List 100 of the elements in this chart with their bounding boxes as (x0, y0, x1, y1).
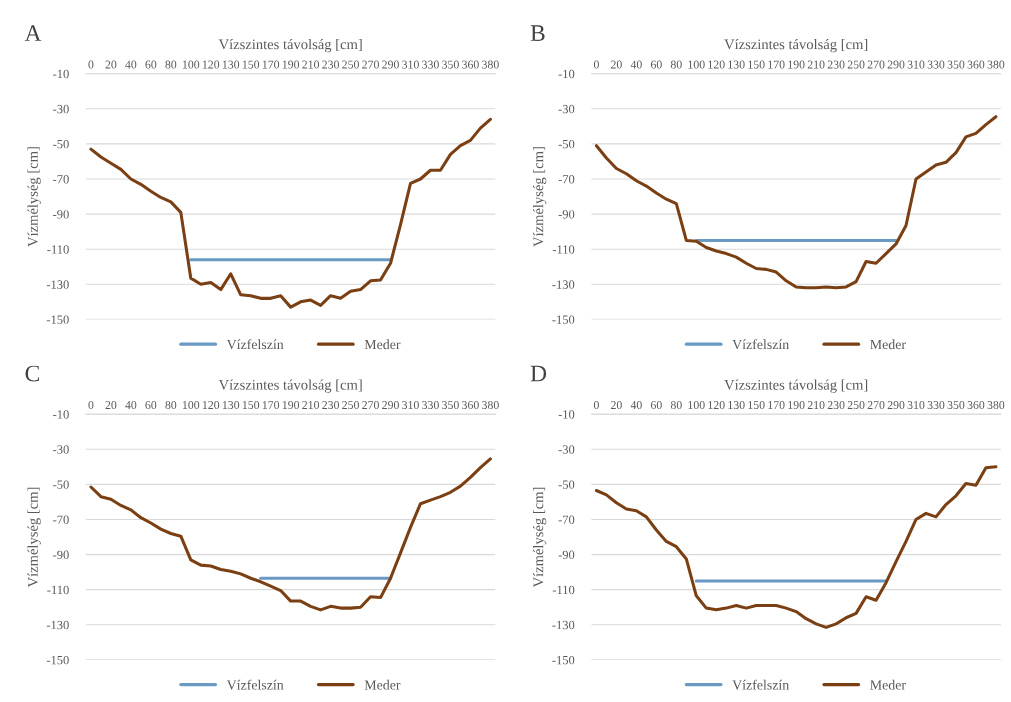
x-tick-label: 350 (947, 60, 965, 69)
x-tick-label: 100 (688, 60, 705, 69)
x-tick-label: 310 (402, 401, 419, 409)
x-tick-label: 210 (302, 401, 320, 409)
x-tick-label: 100 (182, 401, 200, 409)
x-tick-label: 20 (611, 401, 622, 409)
y-axis-title: Vízmélység [cm] (533, 147, 547, 247)
legend-label: Meder (870, 679, 906, 690)
y-tick-label: -130 (552, 620, 575, 630)
y-tick-label: -10 (558, 410, 575, 419)
y-tick-label: -30 (558, 104, 575, 114)
x-tick-label: 40 (125, 401, 137, 409)
x-tick-label: 60 (650, 401, 662, 409)
x-tick-label: 170 (262, 401, 280, 409)
x-tick-label: 100 (182, 60, 200, 69)
x-tick-label: 330 (927, 60, 945, 69)
x-tick-label: 150 (242, 401, 260, 409)
y-tick-label: -70 (53, 515, 69, 524)
x-tick-label: 270 (867, 401, 885, 409)
x-tick-label: 80 (670, 401, 682, 409)
x-tick-label: 360 (462, 401, 479, 409)
x-tick-label: 310 (907, 60, 925, 69)
y-tick-label: -90 (53, 550, 69, 560)
x-tick-label: 80 (165, 60, 177, 69)
x-tick-label: 270 (867, 60, 885, 69)
y-tick-label: -130 (46, 280, 69, 289)
x-tick-label: 290 (382, 60, 399, 69)
y-tick-label: -10 (53, 410, 69, 419)
x-tick-label: 0 (593, 60, 599, 69)
legend-label: Vízfelszín (226, 339, 284, 350)
chart-title: B (530, 25, 545, 41)
y-tick-label: -110 (552, 245, 575, 254)
x-tick-label: 250 (847, 60, 865, 69)
legend-label: Meder (870, 339, 906, 350)
y-tick-label: -10 (53, 69, 69, 79)
x-tick-label: 250 (342, 401, 359, 409)
y-tick-label: -150 (552, 315, 575, 324)
x-tick-label: 380 (987, 60, 1005, 69)
x-tick-label: 40 (125, 60, 137, 69)
x-tick-label: 250 (342, 60, 359, 69)
x-tick-label: 170 (768, 60, 785, 69)
y-tick-label: -90 (558, 210, 575, 219)
y-tick-label: -110 (552, 585, 575, 595)
y-tick-label: -50 (53, 480, 69, 489)
x-tick-label: 290 (382, 401, 399, 409)
x-tick-label: 120 (708, 401, 725, 409)
y-tick-label: -50 (558, 139, 575, 149)
x-tick-label: 330 (927, 401, 945, 409)
y-axis-title: Vízmélység [cm] (27, 487, 41, 588)
x-tick-label: 0 (593, 401, 599, 409)
x-tick-label: 60 (145, 401, 157, 409)
x-axis-title: Vízszintes távolság [cm] (218, 379, 362, 393)
x-tick-label: 190 (788, 401, 805, 409)
x-tick-label: 150 (748, 401, 765, 409)
x-tick-label: 80 (670, 60, 682, 69)
y-tick-label: -150 (552, 655, 575, 665)
x-tick-label: 170 (768, 401, 785, 409)
line-series (89, 457, 492, 612)
x-tick-label: 40 (630, 60, 642, 69)
legend-label: Vízfelszín (732, 679, 789, 690)
y-tick-label: -110 (47, 245, 69, 254)
x-axis-title: Vízszintes távolság [cm] (218, 38, 362, 53)
legend-label: Meder (364, 679, 401, 690)
x-tick-label: 150 (242, 60, 260, 69)
x-tick-label: 130 (222, 60, 240, 69)
y-tick-label: -150 (46, 315, 69, 324)
x-tick-label: 60 (650, 60, 662, 69)
x-tick-label: 80 (165, 401, 177, 409)
x-tick-label: 120 (708, 60, 725, 69)
y-tick-label: -110 (47, 585, 69, 595)
x-tick-label: 130 (728, 60, 745, 69)
line-series (89, 117, 492, 309)
x-tick-label: 130 (222, 401, 240, 409)
x-tick-label: 20 (611, 60, 622, 69)
x-axis-title: Vízszintes távolság [cm] (724, 379, 868, 393)
line-series (594, 465, 998, 629)
x-tick-label: 350 (442, 60, 459, 69)
y-tick-label: -10 (558, 69, 575, 79)
x-tick-label: 310 (402, 60, 419, 69)
y-tick-label: -150 (46, 655, 69, 665)
x-tick-label: 230 (322, 60, 340, 69)
x-tick-label: 190 (788, 60, 805, 69)
x-tick-label: 0 (88, 401, 94, 409)
x-tick-label: 120 (202, 401, 220, 409)
y-axis-title: Vízmélység [cm] (533, 487, 547, 588)
legend-label: Vízfelszín (732, 339, 789, 350)
x-tick-label: 20 (105, 401, 117, 409)
chart-title: C (25, 365, 39, 382)
x-tick-label: 190 (282, 60, 300, 69)
x-tick-label: 210 (302, 60, 320, 69)
x-tick-label: 270 (362, 60, 379, 69)
x-tick-label: 270 (362, 401, 379, 409)
x-tick-label: 380 (482, 60, 499, 69)
y-tick-label: -70 (558, 175, 575, 184)
x-tick-label: 350 (442, 401, 459, 409)
y-tick-label: -30 (558, 445, 575, 454)
y-tick-label: -70 (558, 515, 575, 524)
x-tick-label: 250 (847, 401, 865, 409)
x-tick-label: 120 (202, 60, 220, 69)
x-tick-label: 230 (827, 60, 845, 69)
